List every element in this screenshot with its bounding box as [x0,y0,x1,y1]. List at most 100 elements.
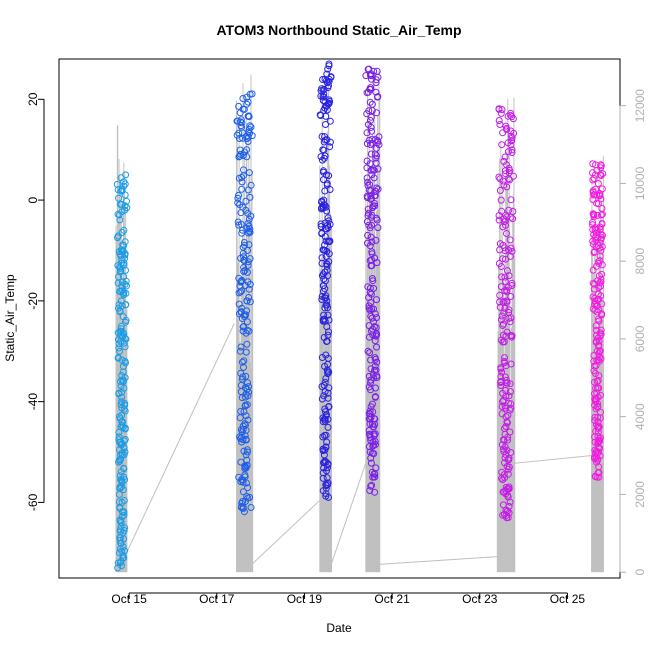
data-point [502,423,510,430]
data-point [118,440,126,448]
data-point [246,298,254,306]
data-point [505,485,513,493]
data-point [324,221,332,229]
data-point [498,207,506,215]
data-point [238,499,246,507]
data-point [240,166,247,174]
data-point [235,129,243,137]
altitude-connector-1 [124,323,235,557]
data-point [318,383,326,390]
data-point [324,304,331,312]
data-point [243,446,251,454]
data-point [118,398,126,406]
y2-tick-label: 6000 [633,325,647,352]
data-point [119,423,127,431]
data-point [237,503,245,511]
data-point [325,60,333,68]
data-point [502,221,510,229]
data-point [589,176,597,184]
data-point [508,149,516,156]
data-point [506,388,514,396]
data-point [119,543,127,551]
data-point [507,244,515,252]
data-point [506,176,514,184]
data-point [243,153,251,161]
data-point [321,133,329,141]
data-point [120,273,128,281]
data-point [323,262,331,270]
altitude-connector-4 [378,556,498,565]
data-point [320,196,328,204]
data-point [235,191,242,199]
data-point [115,273,122,281]
data-point [500,181,508,189]
data-point [320,459,327,467]
data-point [238,358,246,366]
data-point [508,113,516,121]
data-point [238,315,246,323]
data-point [322,484,330,492]
data-point [117,259,125,267]
data-point [118,498,126,506]
data-point [322,481,330,489]
data-point [365,209,372,217]
data-point [241,498,249,505]
data-point [374,165,382,173]
data-point [119,247,127,254]
y-tick-label: -60 [26,493,40,511]
data-point [510,172,517,180]
data-point [591,401,599,409]
data-point [244,392,252,400]
data-point [239,134,247,142]
data-point [595,473,603,481]
data-point [502,362,510,370]
data-point [372,324,380,331]
data-point [319,282,327,290]
data-point [365,383,373,391]
data-point [594,211,601,219]
data-point [319,146,327,154]
data-point [507,360,515,368]
data-point [114,564,122,572]
data-point [239,226,247,234]
data-point [364,239,371,247]
data-point [237,458,245,466]
data-point [114,354,122,362]
data-point [592,161,599,169]
data-point [374,93,381,101]
data-point [504,283,512,291]
data-point [244,186,252,194]
data-point [119,418,127,426]
data-point [502,451,510,459]
data-point [116,549,123,557]
data-point [320,392,328,400]
data-point [591,438,599,446]
data-point [115,194,123,202]
data-point [121,334,129,342]
data-point [498,368,506,376]
data-point [322,412,330,420]
data-point [368,211,376,219]
data-point [592,337,600,345]
data-point [238,119,246,127]
data-point [115,433,123,441]
data-point [596,347,604,355]
data-point [371,136,379,144]
data-point [245,113,253,121]
data-point [366,160,374,168]
data-point [368,221,376,229]
data-point [319,76,327,83]
data-point [246,280,254,288]
data-point [323,260,331,267]
data-point [589,237,597,245]
data-point [594,180,602,188]
data-point [504,514,512,521]
data-point [368,127,375,135]
data-point [367,459,375,467]
data-point [243,456,251,464]
data-point [324,84,332,92]
data-point [317,153,325,161]
data-point [593,199,601,207]
data-point [238,276,246,284]
data-point [501,459,508,467]
